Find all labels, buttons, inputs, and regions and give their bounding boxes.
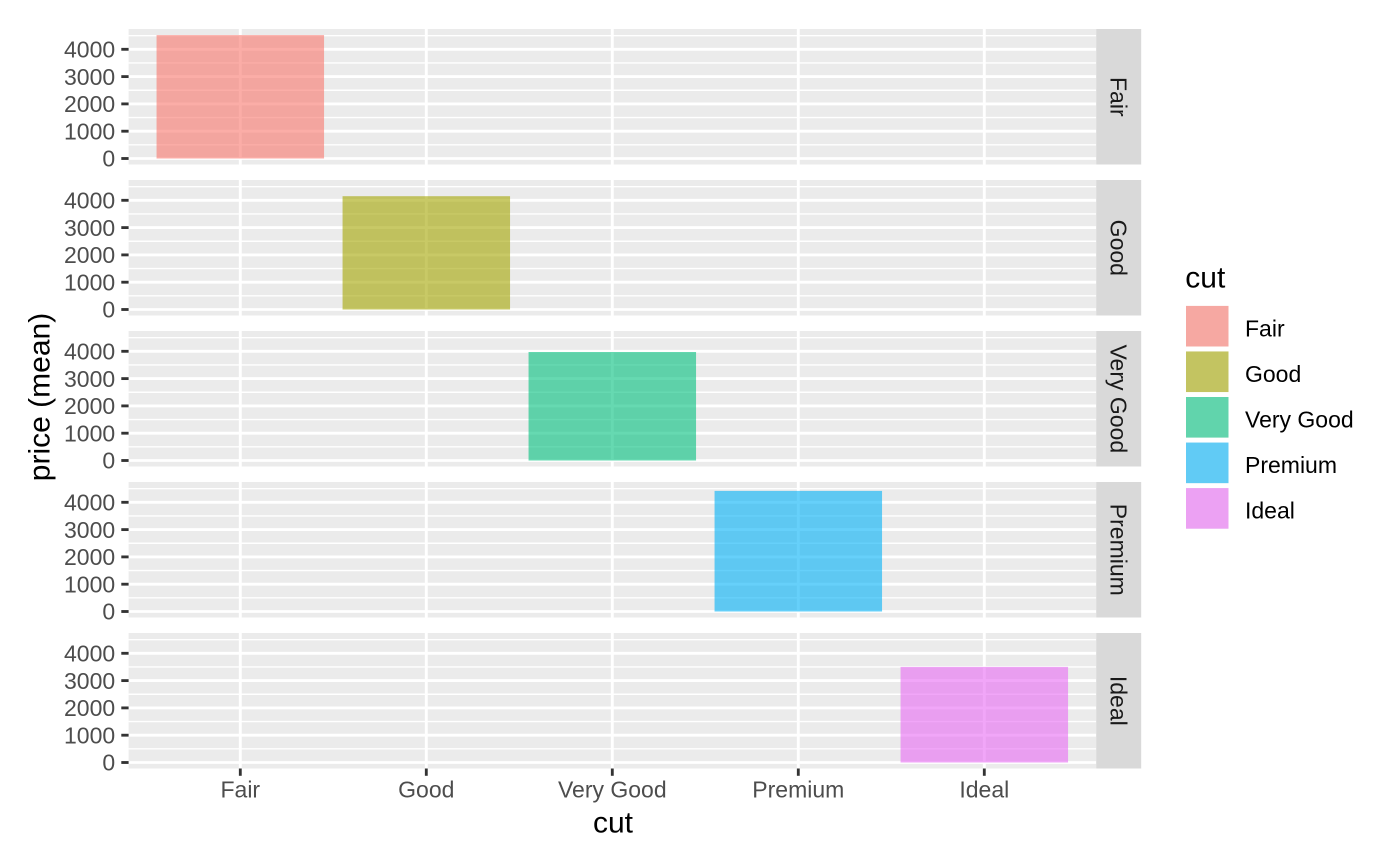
- svg-text:Good: Good: [1245, 361, 1301, 387]
- svg-text:4000: 4000: [64, 641, 115, 667]
- svg-text:1000: 1000: [64, 571, 115, 597]
- svg-text:Ideal: Ideal: [1106, 676, 1132, 726]
- svg-text:Fair: Fair: [1106, 77, 1132, 117]
- svg-text:Fair: Fair: [220, 777, 260, 803]
- svg-text:3000: 3000: [64, 215, 115, 241]
- svg-text:Premium: Premium: [1245, 452, 1337, 478]
- svg-text:Premium: Premium: [752, 777, 844, 803]
- svg-text:3000: 3000: [64, 668, 115, 694]
- svg-text:0: 0: [102, 146, 115, 172]
- svg-text:2000: 2000: [64, 393, 115, 419]
- svg-text:3000: 3000: [64, 366, 115, 392]
- svg-text:Good: Good: [398, 777, 454, 803]
- svg-text:Very Good: Very Good: [1106, 344, 1132, 453]
- svg-text:3000: 3000: [64, 517, 115, 543]
- svg-text:Ideal: Ideal: [1245, 498, 1295, 524]
- svg-text:1000: 1000: [64, 118, 115, 144]
- svg-text:4000: 4000: [64, 339, 115, 365]
- svg-text:1000: 1000: [64, 420, 115, 446]
- svg-text:1000: 1000: [64, 722, 115, 748]
- svg-text:0: 0: [102, 297, 115, 323]
- svg-text:0: 0: [102, 599, 115, 625]
- svg-text:price (mean): price (mean): [24, 313, 57, 481]
- svg-text:0: 0: [102, 448, 115, 474]
- svg-text:2000: 2000: [64, 242, 115, 268]
- svg-text:2000: 2000: [64, 695, 115, 721]
- svg-text:cut: cut: [593, 807, 634, 840]
- svg-text:1000: 1000: [64, 269, 115, 295]
- svg-text:4000: 4000: [64, 188, 115, 214]
- svg-text:Ideal: Ideal: [959, 777, 1009, 803]
- svg-text:Very Good: Very Good: [558, 777, 667, 803]
- svg-text:Fair: Fair: [1245, 316, 1285, 342]
- svg-text:cut: cut: [1185, 262, 1226, 295]
- svg-text:4000: 4000: [64, 490, 115, 516]
- svg-text:2000: 2000: [64, 544, 115, 570]
- svg-text:4000: 4000: [64, 37, 115, 63]
- svg-text:2000: 2000: [64, 91, 115, 117]
- svg-text:Premium: Premium: [1106, 504, 1132, 596]
- svg-text:Good: Good: [1106, 220, 1132, 276]
- svg-text:3000: 3000: [64, 64, 115, 90]
- svg-text:0: 0: [102, 750, 115, 776]
- svg-text:Very Good: Very Good: [1245, 407, 1354, 433]
